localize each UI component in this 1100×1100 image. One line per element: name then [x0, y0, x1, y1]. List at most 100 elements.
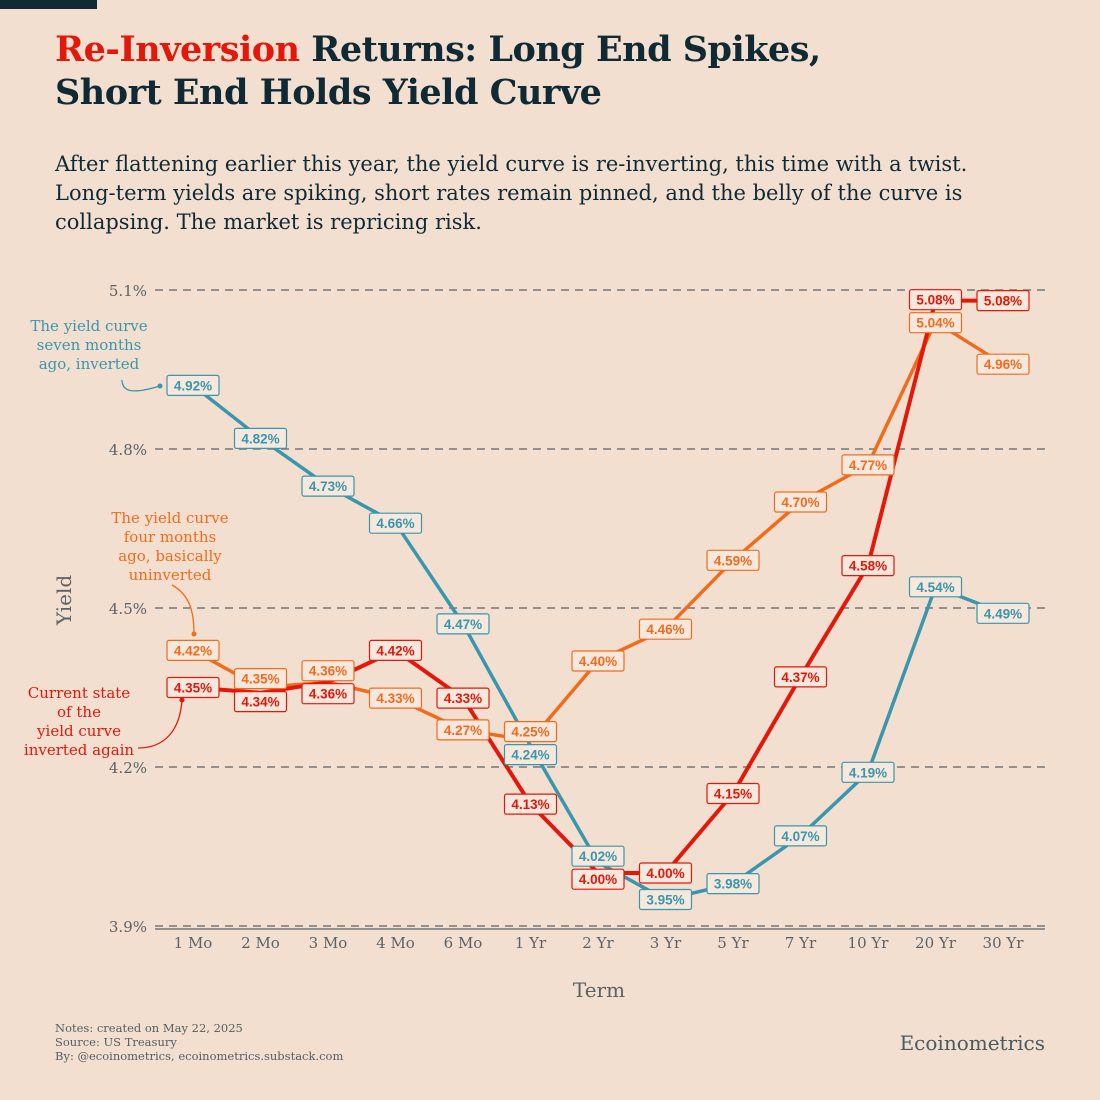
- data-label-four_months: 4.25%: [503, 721, 558, 743]
- data-label-text: 4.27%: [444, 723, 482, 738]
- data-label-seven_months: 3.98%: [706, 872, 760, 895]
- annotation-text: The yield curve: [30, 317, 147, 335]
- top-accent-bar: [0, 0, 97, 9]
- annotation-text: of the: [57, 703, 101, 721]
- annotation-text: seven months: [37, 336, 142, 354]
- data-label-box: [301, 475, 355, 497]
- data-label-box: [166, 639, 220, 662]
- data-label-text: 5.08%: [916, 293, 954, 308]
- annotation-text: yield curve: [36, 722, 121, 740]
- data-label-current: 4.37%: [773, 666, 828, 688]
- data-label-text: 4.24%: [511, 748, 549, 763]
- data-label-box: [503, 744, 558, 766]
- title-line1: Returns: Long End Spikes,: [299, 29, 821, 70]
- data-label-box: [436, 687, 490, 709]
- data-label-box: [233, 668, 288, 690]
- data-label-text: 4.37%: [781, 670, 819, 685]
- data-label-four_months: 4.46%: [638, 618, 693, 640]
- data-label-seven_months: 4.02%: [571, 845, 625, 867]
- data-label-text: 4.59%: [714, 553, 752, 568]
- data-label-seven_months: 4.82%: [233, 427, 288, 449]
- data-label-box: [773, 825, 828, 847]
- data-label-text: 4.19%: [849, 765, 887, 780]
- data-label-text: 4.33%: [444, 691, 482, 706]
- data-label-four_months: 4.96%: [976, 353, 1030, 375]
- data-label-four_months: 4.42%: [166, 639, 220, 662]
- x-tick-label: 6 Mo: [444, 934, 483, 952]
- annotation-arrow-icon: [121, 379, 161, 392]
- data-label-text: 4.13%: [511, 797, 549, 812]
- data-label-seven_months: 4.73%: [301, 475, 355, 497]
- x-tick-label: 10 Yr: [848, 934, 890, 952]
- data-label-text: 4.36%: [309, 664, 347, 679]
- data-label-box: [166, 676, 220, 699]
- x-tick-label: 2 Yr: [582, 934, 614, 952]
- data-label-text: 5.08%: [984, 294, 1022, 309]
- brand-logo-text: Ecoinometrics: [899, 1031, 1045, 1055]
- data-label-four_months: 4.70%: [773, 491, 828, 513]
- annotation-text: uninverted: [129, 566, 212, 584]
- data-label-seven_months: 4.54%: [908, 576, 963, 598]
- data-label-text: 4.47%: [444, 617, 482, 632]
- annotation-text: ago, basically: [118, 547, 222, 565]
- data-label-box: [571, 845, 625, 867]
- data-label-box: [368, 639, 423, 662]
- x-tick-label: 5 Yr: [717, 934, 749, 952]
- data-label-box: [571, 650, 625, 672]
- data-label-box: [301, 660, 355, 682]
- y-axis-label: Yield: [52, 575, 76, 626]
- data-label-box: [166, 374, 220, 396]
- data-label-box: [436, 719, 490, 741]
- note-created: Notes: created on May 22, 2025: [55, 1021, 243, 1035]
- data-label-current: 4.58%: [841, 554, 895, 577]
- data-label-four_months: 4.59%: [706, 549, 760, 571]
- notes: Notes: created on May 22, 2025 Source: U…: [55, 1021, 343, 1063]
- data-label-box: [908, 312, 963, 334]
- data-label-box: [638, 618, 693, 640]
- data-label-text: 4.46%: [646, 622, 684, 637]
- x-tick-label: 1 Yr: [515, 934, 547, 952]
- y-tick-label: 5.1%: [109, 282, 147, 300]
- data-label-box: [301, 683, 355, 705]
- data-label-four_months: 4.33%: [368, 687, 423, 709]
- data-label-four_months: 4.36%: [301, 660, 355, 682]
- data-label-current: 4.36%: [301, 683, 355, 705]
- y-tick-label: 4.5%: [109, 600, 147, 618]
- x-tick-label: 2 Mo: [241, 934, 280, 952]
- data-label-box: [908, 289, 963, 311]
- title-highlight: Re-Inversion: [55, 29, 300, 70]
- data-label-text: 4.49%: [984, 606, 1022, 621]
- x-tick-label: 1 Mo: [174, 934, 213, 952]
- data-label-text: 3.95%: [646, 893, 684, 908]
- data-label-current: 4.33%: [436, 687, 490, 709]
- data-label-text: 4.77%: [849, 458, 887, 473]
- data-label-box: [503, 793, 558, 815]
- data-label-text: 4.42%: [174, 643, 212, 658]
- data-label-seven_months: 4.92%: [166, 374, 220, 396]
- data-label-text: 4.00%: [646, 866, 684, 881]
- data-label-text: 4.33%: [376, 691, 414, 706]
- data-label-text: 4.70%: [781, 495, 819, 510]
- data-label-box: [436, 613, 490, 635]
- data-label-box: [976, 602, 1030, 624]
- data-label-current: 4.35%: [166, 676, 220, 699]
- data-label-current: 4.00%: [638, 862, 693, 884]
- data-label-box: [773, 491, 828, 513]
- data-label-text: 4.35%: [174, 681, 212, 696]
- data-label-current: 4.00%: [571, 868, 625, 890]
- data-label-box: [638, 862, 693, 884]
- data-label-box: [233, 427, 288, 449]
- annotation-text: Current state: [28, 684, 131, 702]
- chart-subtitle: After flattening earlier this year, the …: [55, 152, 968, 234]
- annotation-text: inverted again: [24, 741, 135, 759]
- data-label-four_months: 5.04%: [908, 312, 963, 334]
- x-tick-label: 3 Yr: [650, 934, 682, 952]
- data-label-current: 4.42%: [368, 639, 423, 662]
- data-label-four_months: 4.77%: [841, 454, 895, 476]
- annotation-arrow-icon: [137, 699, 183, 749]
- y-tick-label: 4.2%: [109, 759, 147, 777]
- data-label-text: 4.07%: [781, 829, 819, 844]
- data-label-box: [571, 868, 625, 890]
